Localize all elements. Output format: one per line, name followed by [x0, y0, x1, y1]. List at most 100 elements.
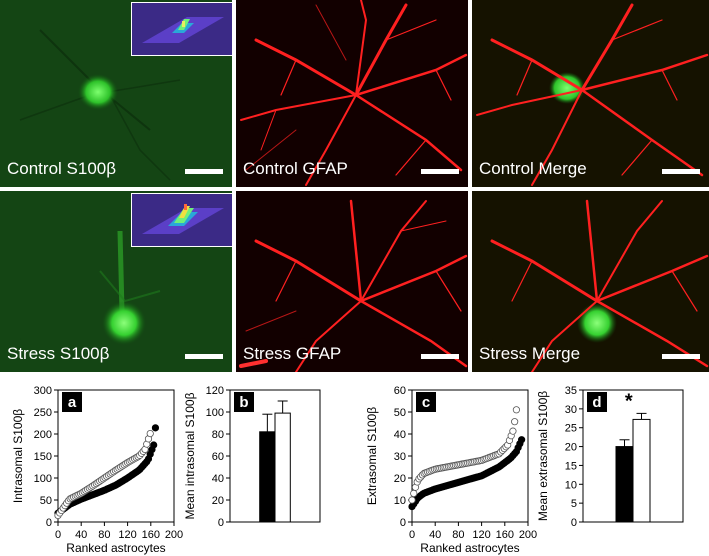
- y-tick-label: 20: [565, 442, 577, 454]
- y-tick-label: 50: [394, 407, 406, 419]
- x-tick-label: 80: [452, 529, 464, 541]
- x-tick-label: 200: [165, 529, 183, 541]
- x-axis-label: Ranked astrocytes: [66, 541, 165, 555]
- y-tick-label: 30: [565, 404, 577, 416]
- panel-stress-s100b: Stress S100β: [0, 191, 232, 372]
- y-axis-label: Mean extrasomal S100β: [536, 391, 550, 521]
- panel-stress-gfap: Stress GFAP: [236, 191, 468, 372]
- panel-letter-badge: [416, 392, 436, 412]
- y-tick-label: 150: [34, 451, 52, 463]
- x-tick-label: 160: [142, 529, 160, 541]
- y-tick-label: 25: [565, 423, 577, 435]
- y-tick-label: 10: [394, 495, 406, 507]
- y-tick-label: 300: [34, 385, 52, 397]
- data-point-filled: [518, 436, 526, 444]
- y-tick-label: 100: [206, 407, 224, 419]
- scale-bar: [185, 354, 223, 359]
- panel-label: Stress GFAP: [243, 344, 342, 363]
- panel-letter-badge: [587, 392, 607, 412]
- panel-label: Stress Merge: [479, 344, 581, 363]
- chart-b: 0 20 40 60 80 100 120 Mean intrasomal S100β b: [183, 385, 321, 529]
- data-point-open: [509, 427, 517, 435]
- micrograph-control-merge: [472, 0, 709, 187]
- surface-plot-inset: [131, 2, 232, 56]
- y-tick-label: 0: [571, 517, 577, 529]
- y-tick-label: 20: [212, 495, 224, 507]
- micrograph-stress-gfap: [236, 191, 468, 372]
- x-tick-label: 200: [519, 529, 537, 541]
- panel-letter: b: [239, 394, 248, 411]
- y-tick-label: 0: [46, 517, 52, 529]
- y-tick-label: 30: [394, 451, 406, 463]
- data-point-open: [408, 496, 416, 504]
- panel-label: Control S100β: [7, 159, 117, 178]
- panel-letter: c: [422, 394, 430, 411]
- soma: [102, 301, 146, 345]
- chart-a: 0 50 100 150 200 250 300 Intrasomal S100β a 0 40 80…: [11, 385, 183, 555]
- y-tick-label: 40: [394, 429, 406, 441]
- chart-d: 0 5 10 15 20 25 30 35 Mean extrasomal S100β d *: [536, 385, 684, 529]
- x-tick-label: 160: [496, 529, 514, 541]
- micrograph-control-gfap: [236, 0, 468, 187]
- y-tick-label: 40: [212, 473, 224, 485]
- y-tick-label: 80: [212, 429, 224, 441]
- panel-label: Stress S100β: [7, 344, 110, 363]
- bar-open: [274, 412, 291, 523]
- data-point-open: [512, 406, 521, 414]
- y-axis-label: Extrasomal S100β: [365, 407, 379, 505]
- y-tick-label: 50: [40, 495, 52, 507]
- x-tick-label: 0: [55, 529, 61, 541]
- y-tick-label: 0: [218, 517, 224, 529]
- panel-letter: a: [68, 394, 77, 411]
- panel-stress-merge: Stress Merge: [472, 191, 709, 372]
- soma: [78, 74, 118, 110]
- panel-control-gfap: Control GFAP: [236, 0, 468, 187]
- panel-control-merge: Control Merge: [472, 0, 709, 187]
- y-tick-label: 35: [565, 385, 577, 397]
- data-point-open: [410, 489, 418, 498]
- scale-bar: [421, 169, 459, 174]
- data-point-filled: [150, 441, 158, 449]
- y-tick-label: 60: [394, 385, 406, 397]
- x-tick-label: 120: [472, 529, 490, 541]
- y-axis-label: Intrasomal S100β: [11, 409, 25, 503]
- bar-filled: [615, 446, 634, 523]
- panel-control-s100b: Control S100β: [0, 0, 232, 187]
- panel-letter-badge: [62, 392, 82, 412]
- scale-bar: [662, 354, 700, 359]
- bar-open: [632, 418, 651, 523]
- x-tick-label: 0: [409, 529, 415, 541]
- x-tick-label: 40: [75, 529, 87, 541]
- x-tick-label: 120: [118, 529, 136, 541]
- micrograph-stress-merge: [472, 191, 709, 372]
- y-tick-label: 60: [212, 451, 224, 463]
- y-tick-label: 0: [400, 517, 406, 529]
- data-point-open: [146, 429, 154, 438]
- surface-plot-inset: [131, 193, 232, 247]
- data-point-open: [511, 418, 519, 426]
- y-tick-label: 20: [394, 473, 406, 485]
- bar-filled: [259, 431, 276, 523]
- panel-label: Control Merge: [479, 159, 587, 178]
- y-tick-label: 200: [34, 429, 52, 441]
- panel-letter: d: [592, 394, 601, 411]
- x-tick-label: 80: [98, 529, 110, 541]
- panel-label: Control GFAP: [243, 159, 348, 178]
- data-point-filled: [151, 424, 160, 432]
- y-tick-label: 15: [565, 460, 577, 472]
- y-tick-label: 120: [206, 385, 224, 397]
- y-tick-label: 250: [34, 407, 52, 419]
- x-tick-label: 40: [429, 529, 441, 541]
- significance-marker: *: [625, 390, 633, 412]
- y-tick-label: 100: [34, 473, 52, 485]
- y-axis-label: Mean intrasomal S100β: [183, 392, 197, 519]
- scale-bar: [185, 169, 223, 174]
- scale-bar: [421, 354, 459, 359]
- y-tick-label: 5: [571, 498, 577, 510]
- chart-c: 0 10 20 30 40 50 60 Extrasomal S100β c 0 40 80 120 16…: [365, 385, 537, 555]
- scale-bar: [662, 169, 700, 174]
- y-tick-label: 10: [565, 479, 577, 491]
- panel-letter-badge: [234, 392, 254, 412]
- x-axis-label: Ranked astrocytes: [420, 541, 519, 555]
